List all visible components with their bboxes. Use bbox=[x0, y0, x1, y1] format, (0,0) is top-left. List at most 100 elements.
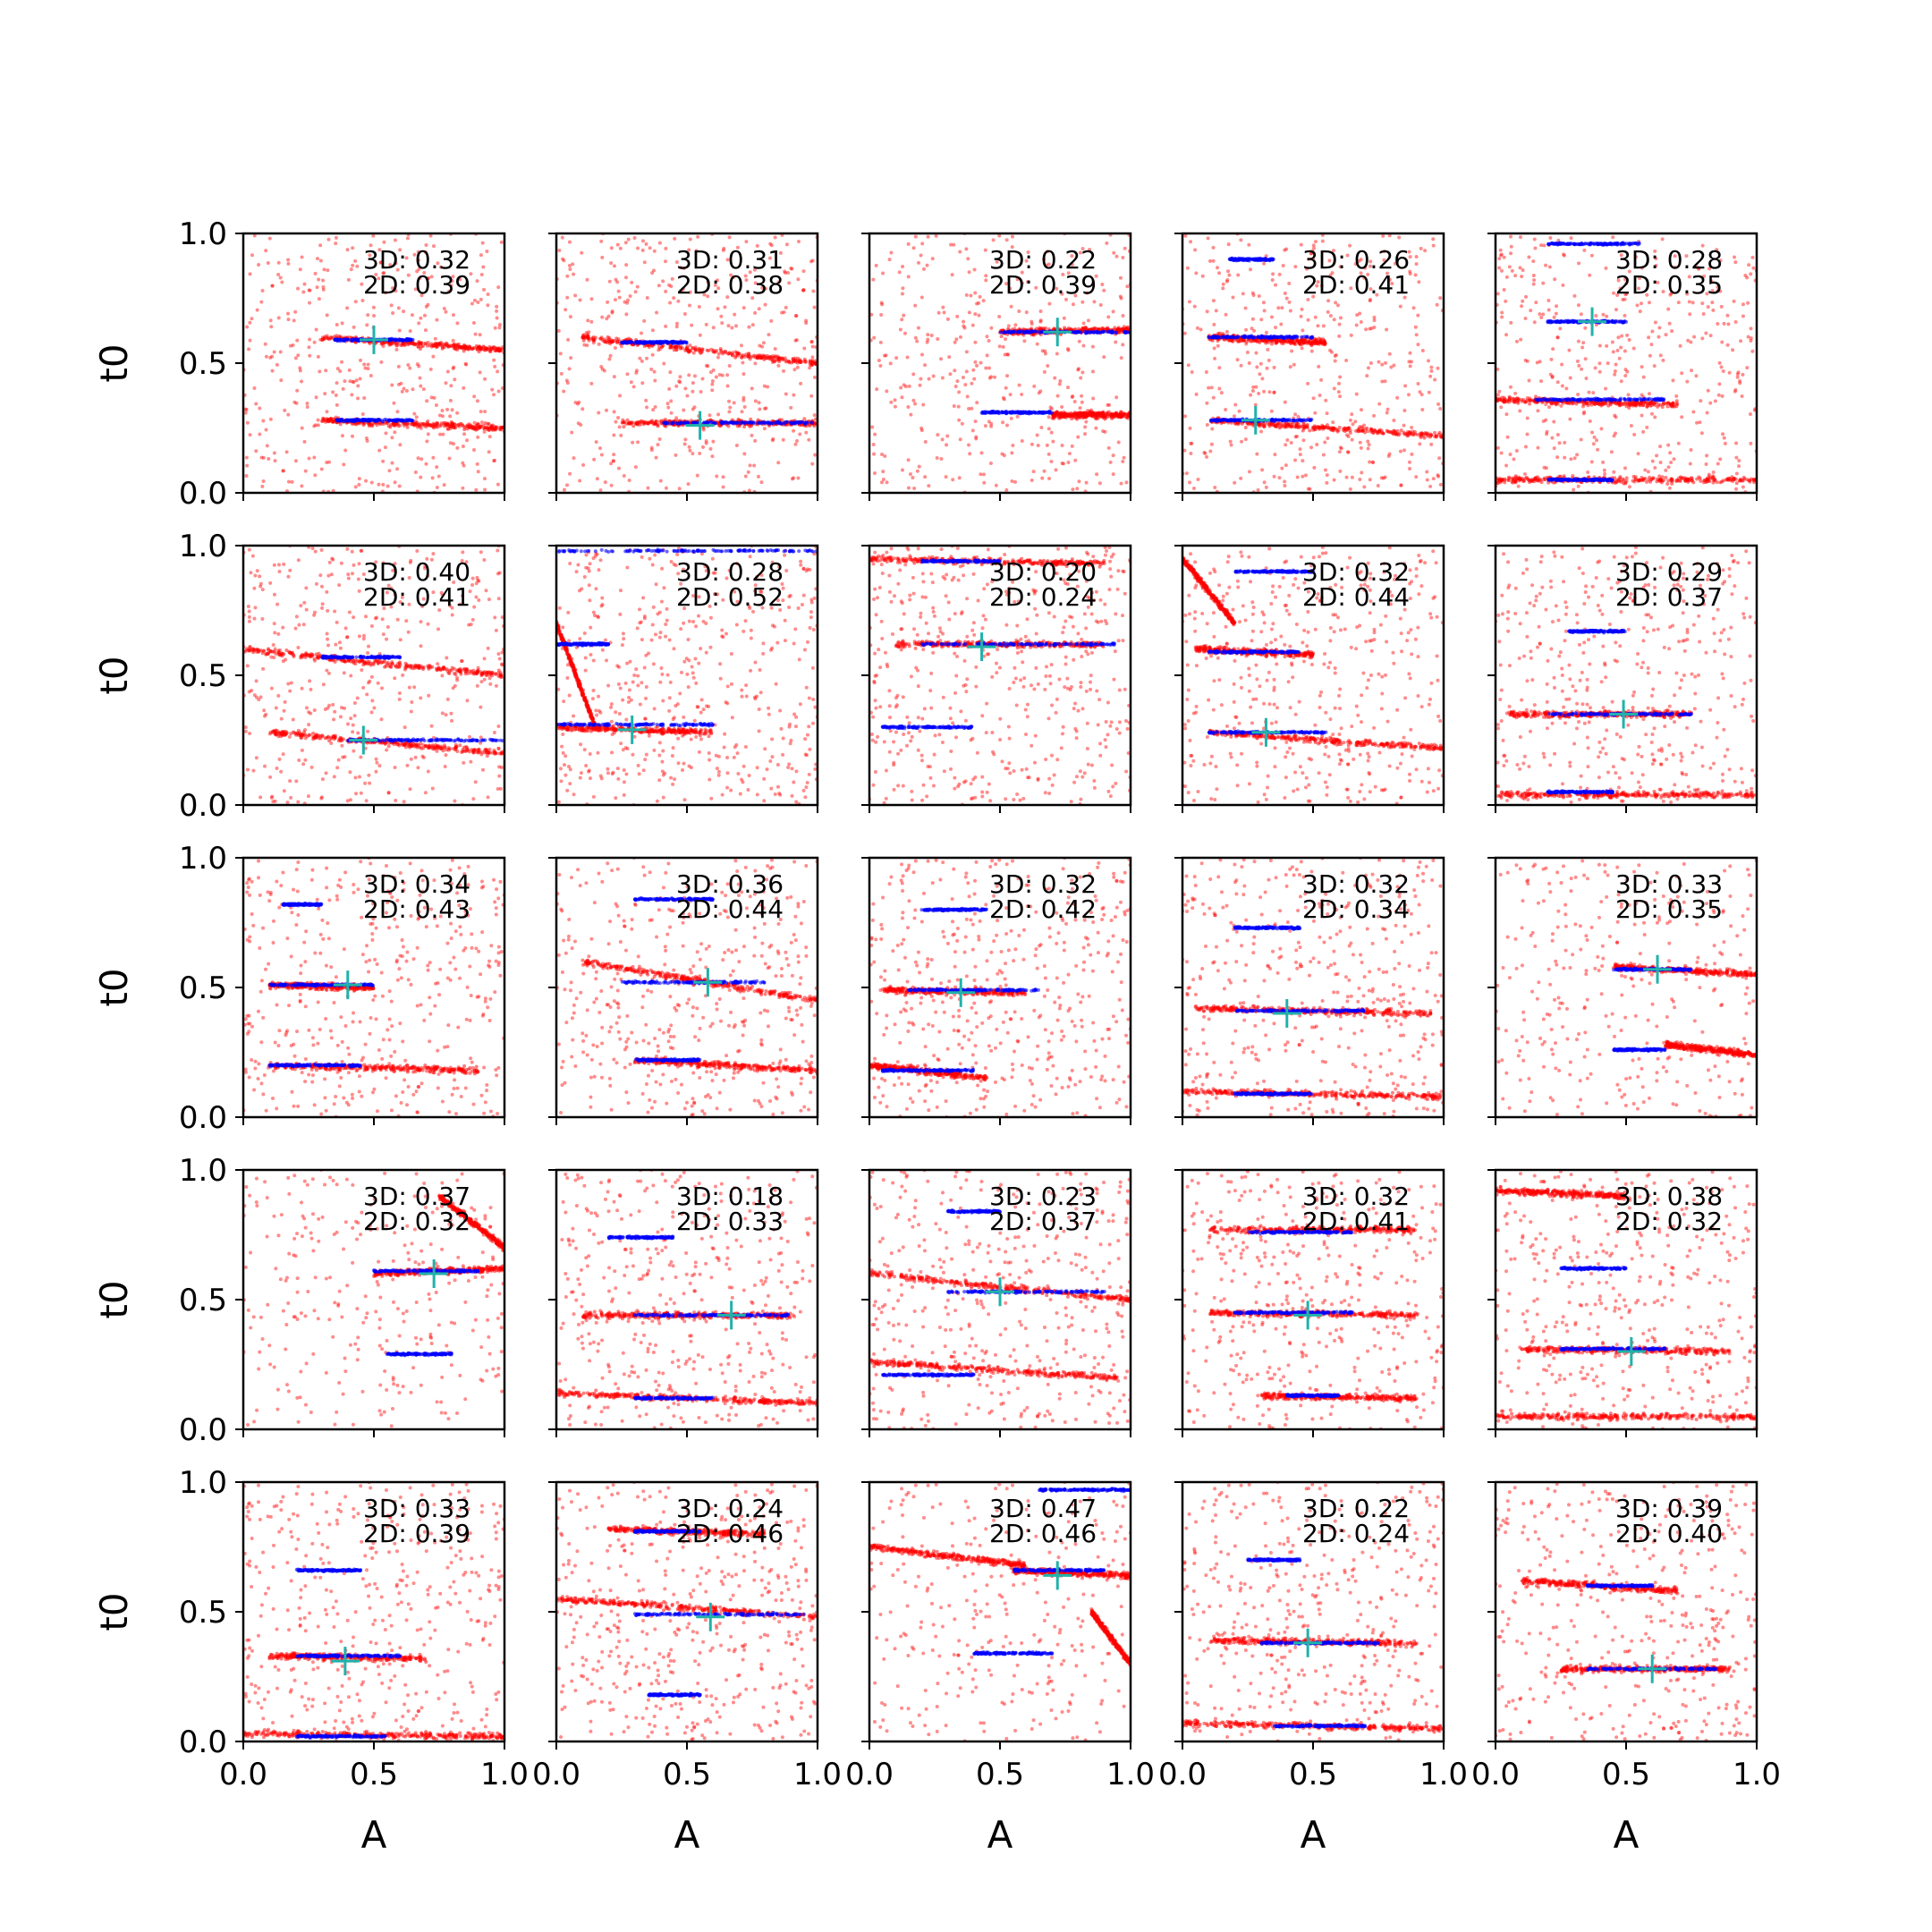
noise-point bbox=[1337, 322, 1342, 326]
noise-point bbox=[360, 282, 364, 286]
noise-point bbox=[570, 430, 574, 435]
noise-point bbox=[757, 401, 761, 405]
noise-point bbox=[1235, 358, 1240, 362]
noise-point bbox=[1190, 441, 1194, 445]
noise-point bbox=[371, 233, 376, 238]
band-point bbox=[476, 422, 480, 427]
noise-point bbox=[1106, 402, 1110, 407]
band-point bbox=[639, 419, 643, 424]
noise-point bbox=[711, 368, 716, 372]
noise-point bbox=[314, 395, 318, 400]
band-point bbox=[1094, 417, 1098, 421]
cluster-point bbox=[1025, 330, 1030, 335]
noise-point bbox=[465, 438, 470, 443]
noise-point bbox=[1308, 487, 1312, 491]
noise-point bbox=[354, 378, 359, 383]
cluster-point bbox=[733, 420, 737, 425]
cluster-point bbox=[684, 341, 689, 345]
noise-point bbox=[565, 274, 570, 278]
noise-point bbox=[1358, 440, 1362, 445]
noise-point bbox=[734, 443, 739, 447]
band-point bbox=[437, 424, 442, 428]
noise-point bbox=[1124, 480, 1129, 485]
band-point bbox=[1063, 412, 1067, 417]
noise-point bbox=[1418, 442, 1422, 446]
cluster-point bbox=[713, 421, 717, 426]
noise-point bbox=[1076, 367, 1080, 371]
noise-point bbox=[1358, 478, 1362, 482]
noise-point bbox=[1057, 382, 1062, 386]
noise-point bbox=[476, 470, 480, 474]
noise-point bbox=[1191, 487, 1196, 491]
noise-point bbox=[558, 352, 563, 356]
noise-point bbox=[445, 407, 450, 411]
noise-point bbox=[1102, 288, 1106, 292]
noise-point bbox=[308, 353, 312, 358]
noise-point bbox=[353, 300, 358, 304]
noise-point bbox=[915, 339, 919, 343]
noise-point bbox=[1429, 369, 1434, 373]
band-point bbox=[444, 343, 448, 347]
noise-point bbox=[680, 290, 684, 294]
noise-point bbox=[1425, 470, 1429, 474]
noise-point bbox=[1407, 460, 1411, 464]
noise-point bbox=[640, 381, 645, 386]
noise-point bbox=[1244, 327, 1249, 332]
noise-point bbox=[900, 468, 904, 472]
noise-point bbox=[419, 457, 424, 462]
noise-point bbox=[1353, 419, 1358, 424]
noise-point bbox=[893, 404, 897, 409]
noise-point bbox=[719, 314, 724, 318]
noise-point bbox=[721, 475, 725, 479]
noise-point bbox=[1195, 326, 1199, 330]
noise-point bbox=[435, 486, 439, 490]
noise-point bbox=[1296, 415, 1301, 419]
noise-point bbox=[1336, 390, 1341, 394]
noise-point bbox=[725, 373, 730, 377]
cluster-point bbox=[725, 420, 730, 425]
noise-point bbox=[449, 284, 453, 288]
noise-point bbox=[362, 396, 367, 401]
noise-point bbox=[1038, 319, 1043, 324]
noise-point bbox=[442, 483, 446, 487]
noise-point bbox=[1387, 233, 1392, 238]
cluster-point bbox=[361, 418, 366, 422]
noise-point bbox=[681, 287, 685, 292]
noise-point bbox=[423, 250, 428, 254]
noise-point bbox=[1060, 292, 1064, 296]
noise-point bbox=[314, 327, 318, 332]
cluster-point bbox=[637, 340, 641, 344]
noise-point bbox=[1319, 377, 1324, 382]
noise-point bbox=[969, 293, 973, 298]
noise-point bbox=[391, 311, 395, 316]
noise-point bbox=[974, 435, 979, 439]
noise-point bbox=[1189, 240, 1193, 244]
noise-point bbox=[747, 488, 751, 493]
noise-point bbox=[812, 413, 817, 418]
noise-point bbox=[716, 278, 720, 283]
noise-point bbox=[1287, 300, 1292, 304]
noise-point bbox=[1071, 302, 1075, 307]
noise-point bbox=[316, 354, 320, 359]
noise-point bbox=[945, 317, 950, 321]
noise-point bbox=[291, 343, 295, 348]
noise-point bbox=[483, 410, 487, 414]
noise-point bbox=[1359, 445, 1363, 450]
noise-point bbox=[804, 430, 809, 435]
noise-point bbox=[664, 486, 668, 490]
noise-point bbox=[447, 456, 452, 461]
noise-point bbox=[1190, 369, 1194, 374]
noise-point bbox=[732, 401, 736, 405]
noise-point bbox=[1208, 258, 1212, 263]
noise-point bbox=[1061, 272, 1065, 276]
noise-point bbox=[1114, 395, 1119, 400]
noise-point bbox=[440, 408, 445, 412]
noise-point bbox=[1438, 482, 1443, 487]
noise-point bbox=[1017, 309, 1021, 314]
noise-point bbox=[657, 348, 661, 352]
noise-point bbox=[273, 459, 277, 463]
noise-point bbox=[1254, 385, 1258, 389]
noise-point bbox=[877, 358, 881, 362]
noise-point bbox=[300, 484, 304, 488]
noise-point bbox=[977, 301, 981, 305]
